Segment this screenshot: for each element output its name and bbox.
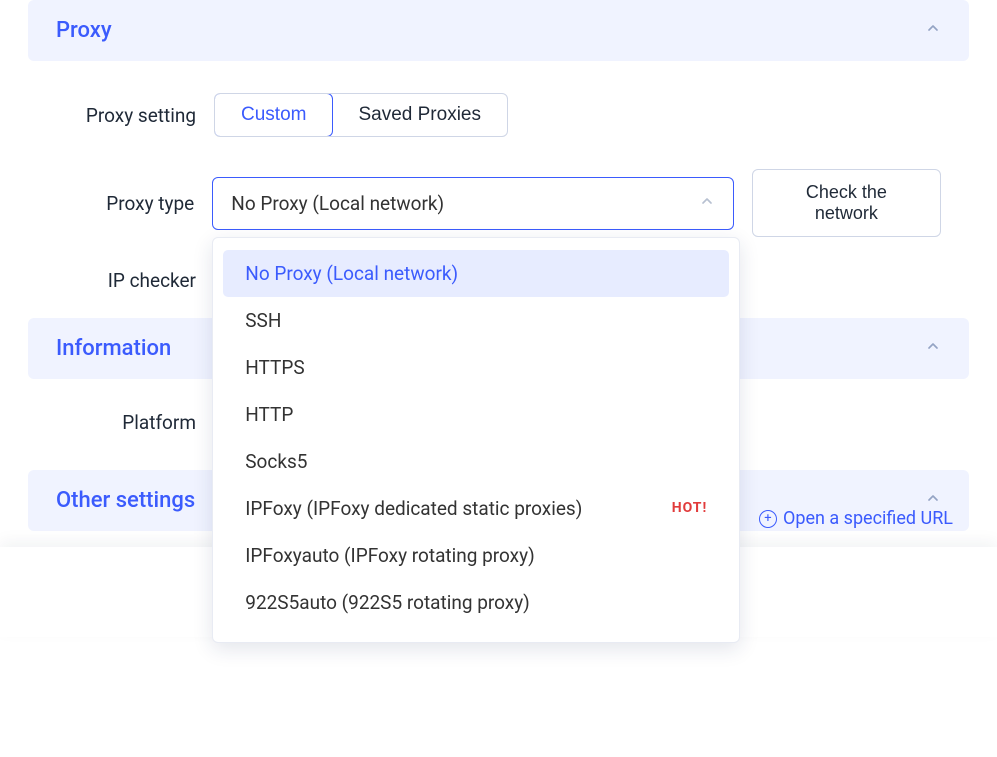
chevron-up-icon [925, 338, 941, 359]
proxy-type-option[interactable]: 922S5auto (922S5 rotating proxy) [223, 579, 729, 626]
open-specified-url-link[interactable]: + Open a specified URL [759, 508, 953, 529]
label-platform: Platform [56, 411, 196, 434]
proxy-type-option[interactable]: HTTPS [223, 344, 729, 391]
proxy-type-option[interactable]: HTTP [223, 391, 729, 438]
row-proxy-setting: Proxy setting Custom Saved Proxies [0, 77, 997, 153]
proxy-type-option[interactable]: Socks5 [223, 438, 729, 485]
proxy-setting-tabs: Custom Saved Proxies [214, 93, 508, 137]
label-proxy-setting: Proxy setting [56, 104, 196, 127]
label-proxy-type: Proxy type [56, 192, 194, 215]
row-proxy-type: Proxy type No Proxy (Local network) No P… [0, 153, 997, 253]
proxy-type-selected-value: No Proxy (Local network) [231, 192, 444, 215]
chevron-up-icon [699, 193, 715, 213]
check-network-button[interactable]: Check the network [752, 169, 941, 237]
hot-badge: HOT! [672, 500, 708, 516]
open-url-label: Open a specified URL [783, 508, 953, 529]
section-title-information: Information [56, 336, 171, 361]
tab-custom[interactable]: Custom [214, 93, 333, 137]
proxy-type-option[interactable]: IPFoxyauto (IPFoxy rotating proxy) [223, 532, 729, 579]
proxy-type-option[interactable]: SSH [223, 297, 729, 344]
plus-circle-icon: + [759, 510, 777, 528]
proxy-type-option[interactable]: No Proxy (Local network) [223, 250, 729, 297]
proxy-type-option[interactable]: IPFoxy (IPFoxy dedicated static proxies)… [223, 485, 729, 532]
chevron-up-icon [925, 20, 941, 41]
tab-saved-proxies[interactable]: Saved Proxies [332, 94, 507, 136]
section-header-proxy[interactable]: Proxy [28, 0, 969, 61]
proxy-type-select[interactable]: No Proxy (Local network) [212, 177, 733, 230]
label-ip-checker: IP checker [56, 269, 196, 292]
proxy-type-dropdown: No Proxy (Local network) SSH HTTPS HTTP … [212, 237, 740, 643]
section-title-proxy: Proxy [56, 18, 112, 43]
section-title-other-settings: Other settings [56, 488, 195, 513]
